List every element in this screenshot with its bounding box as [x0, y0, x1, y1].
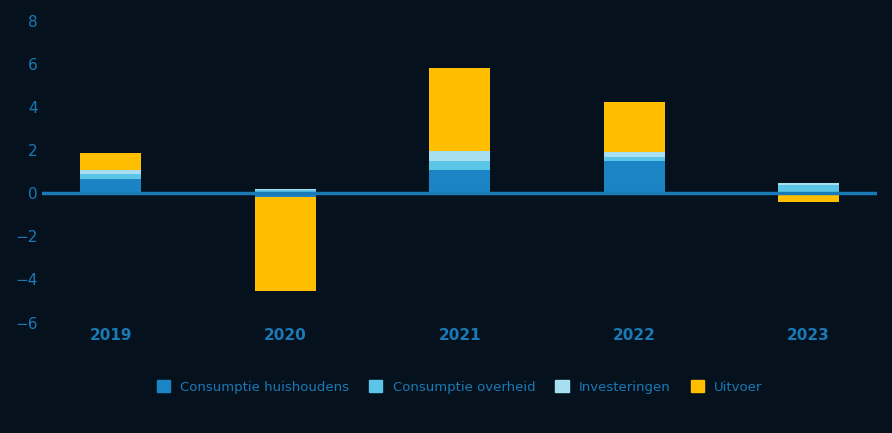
- Bar: [80, 179, 141, 193]
- Bar: [80, 174, 141, 179]
- Bar: [255, 197, 316, 291]
- Bar: [80, 153, 141, 170]
- Bar: [604, 157, 665, 161]
- Bar: [429, 151, 491, 161]
- Bar: [604, 152, 665, 157]
- Bar: [778, 183, 839, 185]
- Bar: [778, 194, 839, 202]
- Bar: [429, 161, 491, 170]
- Bar: [80, 170, 141, 174]
- Bar: [604, 102, 665, 152]
- Bar: [778, 193, 839, 194]
- Bar: [778, 185, 839, 193]
- Bar: [255, 189, 316, 190]
- Bar: [255, 193, 316, 197]
- Bar: [429, 170, 491, 193]
- Bar: [429, 68, 491, 151]
- Legend: Consumptie huishoudens, Consumptie overheid, Investeringen, Uitvoer: Consumptie huishoudens, Consumptie overh…: [150, 374, 769, 401]
- Bar: [604, 161, 665, 193]
- Bar: [255, 190, 316, 193]
